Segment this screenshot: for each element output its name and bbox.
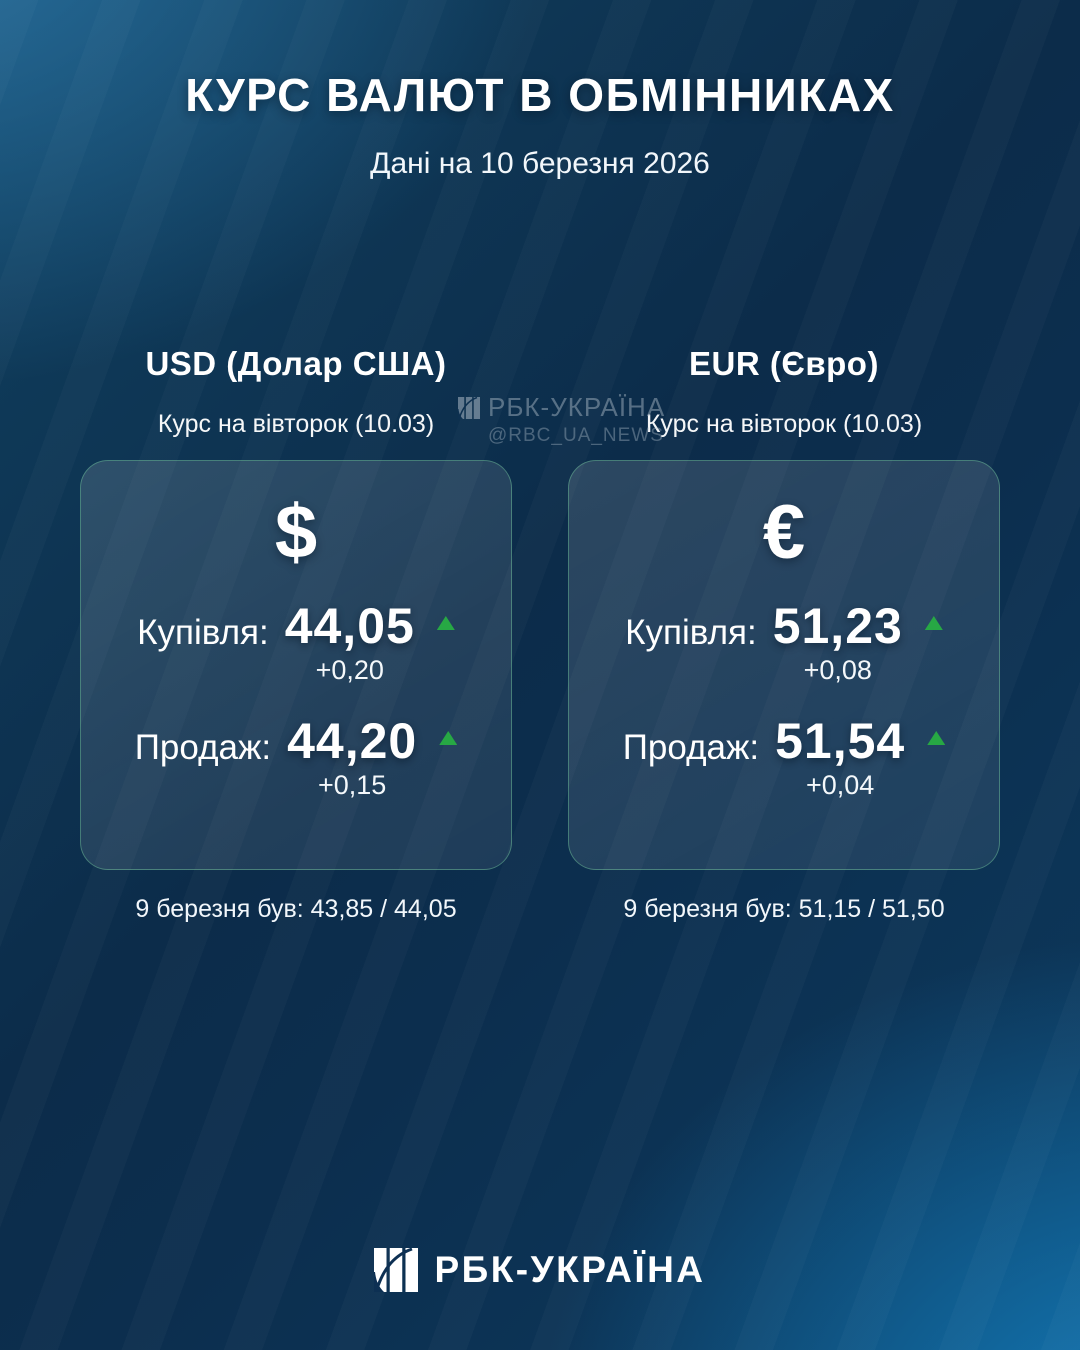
buy-value: 51,23 (772, 598, 903, 654)
currency-column-eur: EUR (Євро) Курс на вівторок (10.03) € Ку… (568, 345, 1000, 924)
footer-brand: РБК-УКРАЇНА (434, 1249, 706, 1290)
rbc-logo-icon (374, 1248, 419, 1292)
buy-value: 44,05 (284, 598, 415, 654)
buy-change: +0,08 (803, 655, 872, 685)
up-triangle-icon (924, 616, 943, 630)
sell-row: Продаж: 51,54 +0,04 (569, 716, 999, 801)
rbc-logo-icon (458, 396, 480, 419)
header: КУРС ВАЛЮТ В ОБМІННИКАХ Дані на 10 берез… (0, 70, 1080, 181)
watermark-brand: РБК-УКРАЇНА (488, 392, 666, 422)
buy-change: +0,20 (315, 655, 384, 685)
sell-label: Продаж: (622, 728, 760, 767)
buy-row: Купівля: 44,05 +0,20 (81, 601, 511, 686)
watermark: РБК-УКРАЇНА @RBC_UA_NEWS (458, 392, 665, 447)
currency-date-label: Курс на вівторок (10.03) (645, 410, 923, 438)
sell-change: +0,04 (806, 770, 875, 800)
buy-value-block: 51,23 +0,08 (773, 601, 903, 686)
euro-symbol: € (762, 490, 806, 575)
buy-label: Купівля: (625, 613, 757, 652)
sell-label: Продаж: (134, 728, 272, 767)
sell-row: Продаж: 44,20 +0,15 (81, 716, 511, 801)
page-title: КУРС ВАЛЮТ В ОБМІННИКАХ (185, 69, 895, 121)
previous-day-rates: 9 березня був: 51,15 / 51,50 (623, 895, 945, 923)
buy-label: Купівля: (137, 613, 269, 652)
currency-column-usd: USD (Долар США) Курс на вівторок (10.03)… (80, 345, 512, 924)
up-triangle-icon (439, 731, 458, 745)
eur-rate-card: € Купівля: 51,23 +0,08 Продаж: 51,54 +0,… (568, 460, 1000, 870)
up-triangle-icon (436, 616, 455, 630)
currency-title: USD (Долар США) (145, 345, 447, 382)
watermark-handle: @RBC_UA_NEWS (488, 425, 664, 446)
buy-value-block: 44,05 +0,20 (285, 601, 415, 686)
currency-columns: USD (Долар США) Курс на вівторок (10.03)… (80, 345, 1000, 924)
up-triangle-icon (927, 731, 946, 745)
usd-rate-card: $ Купівля: 44,05 +0,20 Продаж: 44,20 +0,… (80, 460, 512, 870)
previous-day-rates: 9 березня був: 43,85 / 44,05 (135, 895, 457, 923)
sell-value: 44,20 (287, 713, 418, 769)
sell-value: 51,54 (775, 713, 906, 769)
page-subtitle: Дані на 10 березня 2026 (370, 146, 710, 180)
buy-row: Купівля: 51,23 +0,08 (569, 601, 999, 686)
watermark-brand-row: РБК-УКРАЇНА (458, 392, 665, 423)
footer: РБК-УКРАЇНА (0, 1248, 1080, 1292)
dollar-symbol: $ (274, 490, 318, 575)
sell-change: +0,15 (318, 770, 387, 800)
sell-value-block: 51,54 +0,04 (775, 716, 905, 801)
currency-date-label: Курс на вівторок (10.03) (157, 410, 435, 438)
sell-value-block: 44,20 +0,15 (287, 716, 417, 801)
currency-title: EUR (Євро) (689, 345, 879, 382)
